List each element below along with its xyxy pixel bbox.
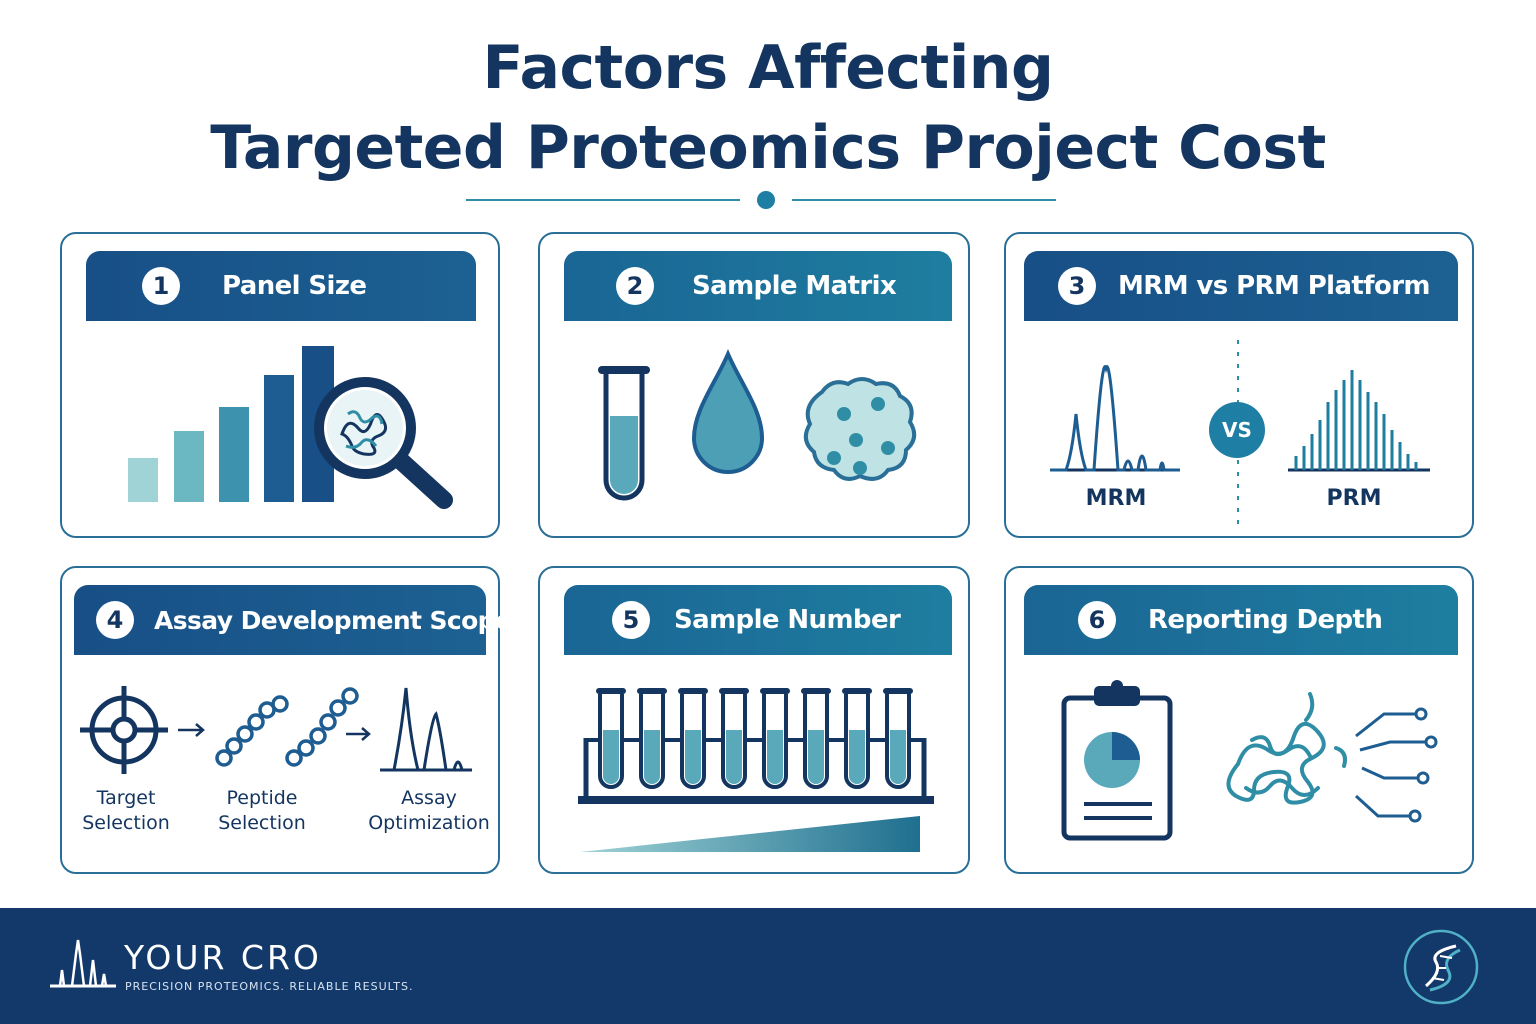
arrow-icon	[346, 727, 371, 741]
test-tube-icon	[598, 366, 650, 501]
protein-network-icon	[1226, 692, 1347, 805]
card-title: Assay Development Scope	[154, 605, 512, 635]
card-header: 1 Panel Size	[86, 251, 476, 321]
droplet-icon	[691, 348, 765, 474]
vs-badge-label: VS	[1222, 418, 1252, 442]
mrm-spectrum-icon	[1050, 365, 1180, 472]
number-badge: 4	[96, 601, 134, 639]
number-badge: 6	[1078, 601, 1116, 639]
tube-rack-icon	[578, 686, 934, 804]
arrow-icon	[178, 723, 205, 737]
clipboard-report-icon	[1061, 680, 1173, 841]
factor-card-assay-development: 4 Assay Development Scope Target	[60, 566, 512, 874]
card-header: 5 Sample Number	[564, 585, 952, 655]
spectrum-logo-icon	[50, 939, 116, 988]
card-title: Sample Matrix	[692, 271, 897, 301]
card-title: MRM vs PRM Platform	[1118, 271, 1431, 301]
factor-card-sample-matrix: 2 Sample Matrix	[538, 232, 970, 538]
step-label-target: Target Selection	[82, 787, 170, 834]
card-title: Sample Number	[674, 605, 901, 635]
number-badge: 3	[1058, 267, 1096, 305]
card-title: Reporting Depth	[1148, 605, 1383, 635]
brand-name: YOUR CRO	[124, 938, 322, 977]
bar-chart-icon	[128, 346, 453, 509]
card-header: 4 Assay Development Scope	[74, 585, 512, 655]
crosshair-target-icon	[80, 686, 168, 774]
step-label-peptide: Peptide Selection	[218, 787, 306, 834]
title-divider	[466, 191, 1056, 209]
title-line-2: Targeted Proteomics Project Cost	[210, 113, 1326, 183]
card-header: 6 Reporting Depth	[1024, 585, 1458, 655]
peak-chromatogram-icon	[380, 687, 472, 772]
page-title: Factors Affecting Targeted Proteomics Pr…	[0, 28, 1536, 188]
brand-tagline: PRECISION PROTEOMICS. RELIABLE RESULTS.	[125, 980, 414, 993]
peptide-chain-icon	[215, 687, 359, 767]
footer-bar: YOUR CRO PRECISION PROTEOMICS. RELIABLE …	[0, 908, 1536, 1024]
increasing-wedge-icon	[580, 816, 920, 852]
step-label-assay: Assay Optimization	[368, 787, 490, 834]
mrm-label: MRM	[1085, 486, 1147, 511]
number-badge: 5	[612, 601, 650, 639]
vs-badge-icon	[1209, 402, 1265, 458]
prm-label: PRM	[1326, 486, 1382, 511]
dna-badge-icon	[1403, 929, 1479, 1005]
factor-card-panel-size: 1 Panel Size	[60, 232, 500, 538]
factor-card-reporting-depth: 6 Reporting Depth	[1004, 566, 1474, 874]
card-title: Panel Size	[222, 271, 367, 301]
factor-card-sample-number: 5 Sample Number	[538, 566, 970, 874]
prm-spectrum-icon	[1288, 370, 1430, 472]
title-line-1: Factors Affecting	[482, 33, 1054, 103]
data-lines-icon	[1354, 707, 1438, 823]
tissue-cell-icon	[803, 377, 917, 481]
number-badge: 1	[142, 267, 180, 305]
card-header: 2 Sample Matrix	[564, 251, 952, 321]
number-badge: 2	[616, 267, 654, 305]
factor-card-mrm-prm: 3 MRM vs PRM Platform	[1004, 232, 1474, 538]
card-header: 3 MRM vs PRM Platform	[1024, 251, 1458, 321]
magnifier-protein-icon	[314, 377, 453, 509]
